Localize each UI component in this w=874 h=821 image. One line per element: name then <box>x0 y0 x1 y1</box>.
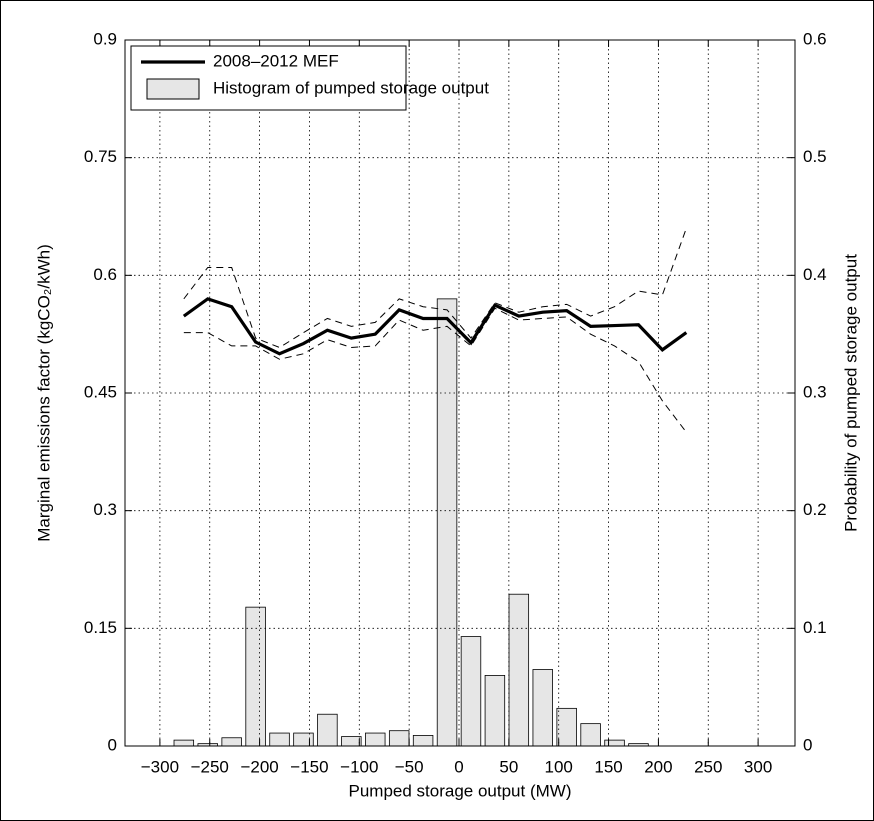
y2-tick-label: 0.5 <box>803 147 827 166</box>
x-tick-label: 150 <box>594 757 622 776</box>
y-tick-label: 0 <box>108 735 117 754</box>
y-tick-label: 0.15 <box>84 618 117 637</box>
x-axis-label: Pumped storage output (MW) <box>349 781 572 800</box>
mef-line <box>182 297 688 356</box>
histogram-bar <box>436 298 458 747</box>
histogram-bar <box>293 732 314 747</box>
x-tick-label: 200 <box>644 757 672 776</box>
bound-line <box>183 307 687 433</box>
y2-tick-label: 0.6 <box>803 29 827 48</box>
histogram-bar <box>532 669 553 747</box>
histogram-bar <box>460 636 482 747</box>
histogram-bar <box>556 707 577 747</box>
x-tick-label: −200 <box>240 757 278 776</box>
bound-line <box>183 228 687 349</box>
y-tick-label: 0.6 <box>93 265 117 284</box>
x-tick-label: 100 <box>545 757 573 776</box>
x-tick-label: 250 <box>694 757 722 776</box>
legend-label: Histogram of pumped storage output <box>213 78 489 97</box>
x-tick-label: −250 <box>191 757 229 776</box>
y2-tick-label: 0.3 <box>803 382 827 401</box>
y2-tick-label: 0 <box>803 735 812 754</box>
x-tick-label: −150 <box>290 757 328 776</box>
histogram-bar <box>508 593 530 747</box>
y2-axis-label: Probability of pumped storage output <box>841 254 860 532</box>
legend: 2008–2012 MEF Histogram of pumped storage… <box>130 45 489 111</box>
y-tick-label: 0.45 <box>84 382 117 401</box>
histogram-bar <box>317 713 338 747</box>
plot-frame <box>124 39 796 747</box>
histogram-bar <box>580 723 601 747</box>
histogram-bar <box>388 730 410 747</box>
y-tick-label: 0.75 <box>84 147 117 166</box>
y-tick-label: 0.3 <box>93 500 117 519</box>
y2-tick-label: 0.2 <box>803 500 827 519</box>
y-tick-label: 0.9 <box>93 29 117 48</box>
histogram-bar <box>173 739 195 747</box>
histogram-bar <box>269 732 290 747</box>
histogram-bar <box>341 736 362 747</box>
histogram-bar <box>221 737 242 747</box>
legend-label: 2008–2012 MEF <box>213 51 339 70</box>
y2-tick-label: 0.4 <box>803 265 827 284</box>
legend-swatch <box>146 78 200 100</box>
y2-tick-label: 0.1 <box>803 618 827 637</box>
x-tick-label: 50 <box>499 757 518 776</box>
x-tick-label: −100 <box>340 757 378 776</box>
x-tick-label: 0 <box>454 757 463 776</box>
histogram-bar <box>365 732 386 747</box>
histogram-bar <box>604 739 625 747</box>
x-tick-label: −300 <box>141 757 179 776</box>
x-tick-label: −50 <box>395 757 424 776</box>
histogram-bar <box>412 735 434 747</box>
histogram-bar <box>484 675 506 747</box>
x-tick-label: 300 <box>744 757 772 776</box>
y-axis-label: Marginal emissions factor (kgCO₂/kWh) <box>34 244 53 542</box>
